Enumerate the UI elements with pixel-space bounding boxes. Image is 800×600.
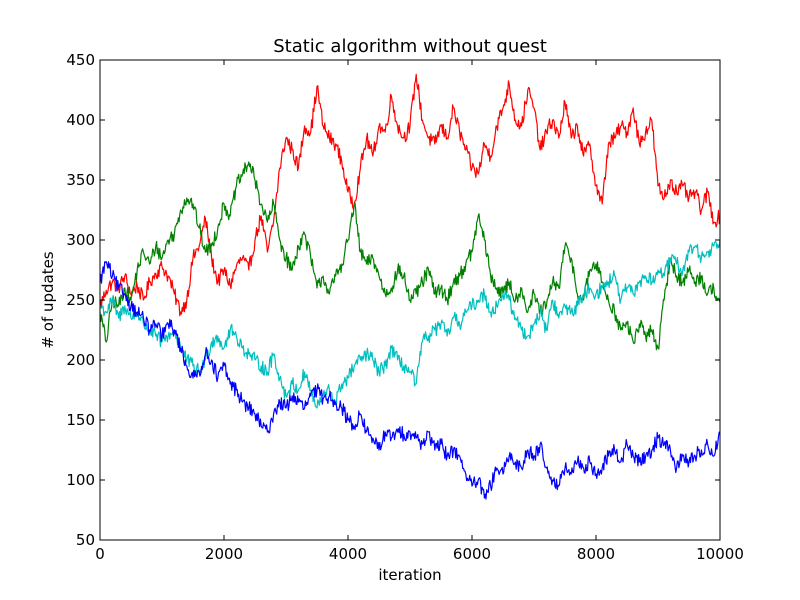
x-tick-label: 6000 (453, 545, 491, 563)
series-layer (99, 73, 721, 500)
y-tick-label: 350 (66, 171, 95, 189)
x-tick-label: 2000 (205, 545, 243, 563)
y-tick-label: 150 (66, 411, 95, 429)
y-tick-label: 200 (66, 351, 95, 369)
x-tick-label: 10000 (696, 545, 744, 563)
y-axis-title: # of updates (39, 251, 57, 348)
y-tick-label: 250 (66, 291, 95, 309)
series-line-1 (99, 73, 721, 317)
x-axis-title: iteration (378, 566, 441, 584)
y-tick-label: 50 (76, 531, 95, 549)
x-tick-label: 8000 (577, 545, 615, 563)
y-tick-label: 400 (66, 111, 95, 129)
y-tick-label: 450 (66, 51, 95, 69)
chart-title: Static algorithm without quest (273, 36, 547, 57)
series-line-4 (99, 261, 721, 500)
y-tick-label: 300 (66, 231, 95, 249)
x-tick-label: 4000 (329, 545, 367, 563)
x-tick-label: 0 (95, 545, 105, 563)
y-tick-label: 100 (66, 471, 95, 489)
axis-layer: 0 2000 4000 6000 8000 10000 50 100 150 200 250 300 3… (66, 51, 744, 563)
series-line-2 (99, 161, 721, 351)
